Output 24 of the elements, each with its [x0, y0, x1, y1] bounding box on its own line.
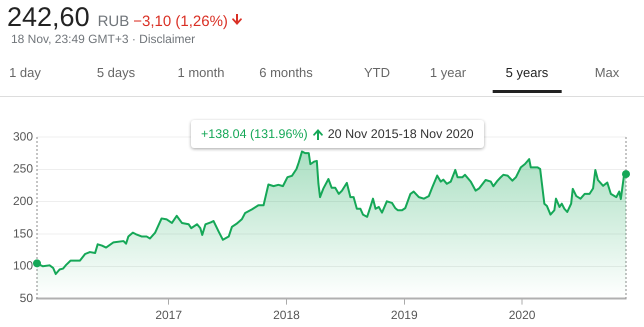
x-tick-label: 2018	[273, 308, 300, 322]
text: Max	[594, 65, 620, 82]
text: 18 Nov, 23:49 GMT+3 · Disclaimer	[11, 32, 196, 46]
y-tick-label: 200	[12, 194, 34, 208]
y-tick-label: 100	[12, 258, 34, 273]
text: 1 day	[9, 65, 41, 82]
text: 5 days	[96, 65, 136, 82]
x-tick-label: 2020	[508, 308, 536, 322]
chart-title: 242,60	[7, 2, 90, 32]
y-tick-label: 50	[20, 290, 34, 305]
text: RUB	[98, 13, 130, 30]
text: YTD	[364, 65, 390, 82]
annotation: +138.04 (131.96%)	[201, 127, 308, 141]
x-tick-label: 2019	[390, 308, 418, 322]
text: 1 month	[178, 65, 224, 82]
text: −3,10 (1,26%)	[133, 13, 228, 30]
annotation: 20 Nov 2015-18 Nov 2020	[328, 127, 474, 141]
text: 5 years	[492, 65, 562, 93]
y-tick-label: 250	[12, 162, 34, 176]
x-tick-label: 2017	[155, 308, 182, 322]
text: 1 year	[430, 65, 466, 82]
text: 6 months	[259, 65, 313, 82]
y-tick-label: 150	[12, 226, 34, 240]
y-tick-label: 300	[12, 129, 34, 144]
